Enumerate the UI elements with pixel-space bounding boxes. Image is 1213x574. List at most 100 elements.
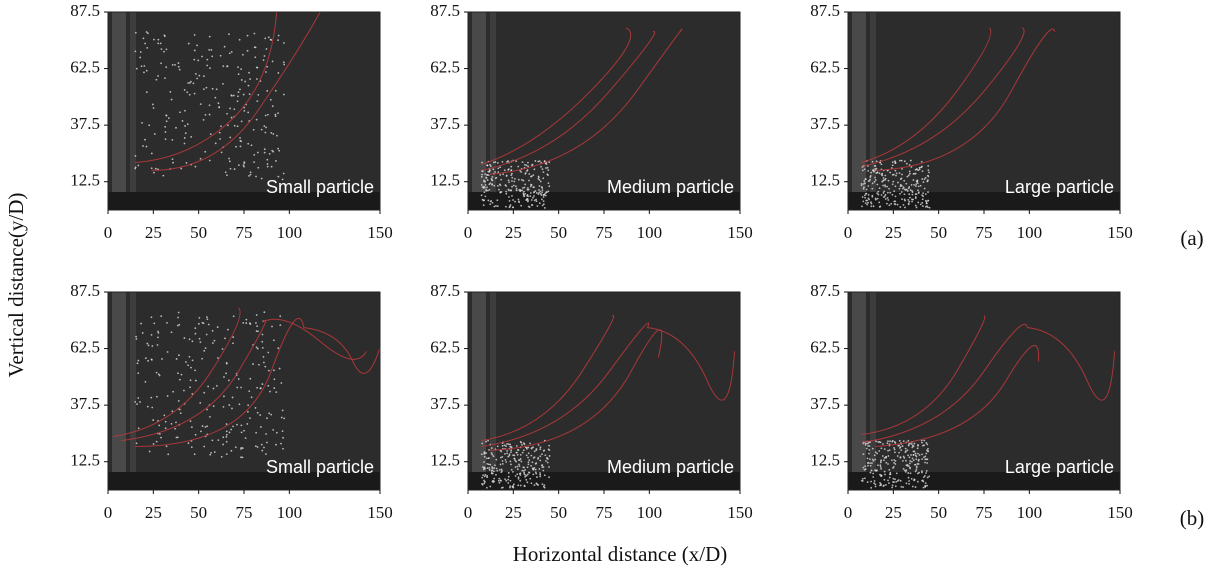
- particle: [247, 142, 250, 145]
- particle: [232, 425, 234, 428]
- particle: [524, 192, 527, 195]
- particle: [863, 477, 866, 480]
- particle: [507, 475, 510, 478]
- particle: [900, 159, 903, 162]
- particle: [908, 456, 911, 459]
- particle: [273, 387, 276, 389]
- particle: [482, 204, 485, 207]
- y-tick-label: 62.5: [810, 337, 840, 356]
- particle: [265, 433, 267, 435]
- particle: [493, 480, 495, 483]
- particle: [483, 479, 485, 482]
- particle: [228, 431, 231, 434]
- particle: [905, 482, 908, 485]
- particle: [163, 414, 166, 417]
- particle: [268, 412, 271, 415]
- particle: [926, 462, 929, 464]
- particle: [540, 194, 543, 197]
- particle: [206, 316, 208, 319]
- photo-stripe: [112, 292, 126, 490]
- particle: [874, 483, 877, 486]
- particle: [870, 205, 873, 208]
- particle: [928, 206, 931, 209]
- particle: [187, 364, 189, 367]
- particle: [912, 454, 915, 456]
- x-tick-label: 75: [976, 503, 993, 522]
- particle: [151, 406, 154, 409]
- particle: [870, 201, 872, 204]
- particle: [863, 180, 866, 182]
- particle: [542, 203, 545, 205]
- particle: [498, 468, 501, 471]
- particle: [480, 184, 483, 186]
- particle: [923, 475, 926, 477]
- particle: [256, 411, 259, 414]
- particle: [490, 472, 493, 474]
- particle: [882, 192, 885, 194]
- particle: [222, 436, 225, 439]
- particle: [527, 452, 530, 455]
- particle: [150, 316, 153, 319]
- particle: [215, 384, 218, 387]
- particle: [275, 431, 278, 434]
- particle: [486, 164, 489, 166]
- particle: [546, 461, 549, 464]
- particle: [489, 203, 492, 206]
- particle: [496, 205, 499, 208]
- particle: [899, 206, 902, 208]
- particle: [513, 483, 515, 486]
- particle: [501, 460, 504, 462]
- particle: [264, 114, 267, 117]
- particle: [882, 177, 885, 179]
- particle: [861, 205, 863, 208]
- particle: [150, 358, 153, 361]
- particle: [894, 162, 897, 165]
- particle: [228, 33, 230, 36]
- particle: [892, 467, 894, 469]
- particle: [270, 413, 273, 416]
- particle: [497, 171, 500, 174]
- particle: [511, 172, 513, 175]
- particle: [876, 452, 878, 455]
- particle: [147, 359, 149, 362]
- particle: [194, 327, 197, 330]
- particle: [509, 460, 512, 463]
- particle: [212, 342, 214, 344]
- particle: [491, 201, 494, 204]
- particle: [280, 442, 282, 445]
- particle: [880, 467, 883, 470]
- particle: [177, 311, 180, 314]
- particle: [517, 477, 520, 480]
- particle: [885, 461, 888, 464]
- particle: [171, 158, 174, 161]
- particle: [242, 93, 245, 96]
- particle: [538, 191, 541, 194]
- particle: [269, 390, 271, 393]
- photo-stripe: [472, 12, 486, 210]
- particle: [188, 338, 191, 341]
- photo-stripe: [490, 292, 496, 490]
- particle: [860, 184, 863, 187]
- particle: [161, 358, 163, 360]
- particle: [520, 178, 523, 181]
- particle: [177, 400, 180, 402]
- particle: [266, 65, 269, 68]
- particle: [880, 447, 883, 450]
- particle: [282, 42, 285, 44]
- particle: [484, 473, 487, 476]
- particle: [183, 89, 186, 91]
- particle: [491, 453, 494, 456]
- particle: [519, 474, 522, 476]
- particle: [927, 450, 929, 453]
- y-tick-label: 87.5: [810, 1, 840, 20]
- particle: [889, 171, 892, 174]
- particle: [883, 478, 886, 481]
- particle: [898, 187, 901, 190]
- particle: [888, 449, 891, 452]
- particle: [252, 128, 255, 131]
- particle: [280, 416, 283, 419]
- particle: [504, 184, 507, 186]
- particle: [532, 174, 535, 176]
- particle: [905, 459, 907, 462]
- particle: [539, 473, 542, 476]
